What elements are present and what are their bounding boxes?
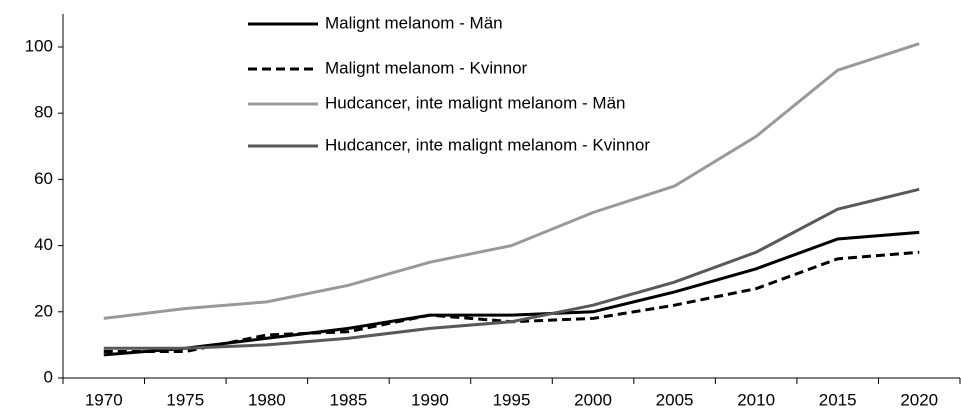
series-line (103, 187, 920, 350)
legend-label: Hudcancer, inte malignt melanom - Män (325, 93, 625, 112)
legend-label: Malignt melanom - Män (325, 13, 503, 32)
y-tick-label: 60 (34, 169, 53, 188)
x-tick-label: 1970 (85, 390, 123, 409)
series-line (103, 42, 920, 320)
y-tick-label: 40 (34, 235, 53, 254)
y-tick-label: 80 (34, 103, 53, 122)
x-tick-label: 1975 (166, 390, 204, 409)
series-line (103, 250, 920, 354)
x-tick-label: 2010 (737, 390, 775, 409)
x-tick-label: 2015 (819, 390, 857, 409)
x-tick-label: 2000 (574, 390, 612, 409)
legend-label: Hudcancer, inte malignt melanom - Kvinno… (325, 135, 650, 154)
y-tick-label: 100 (25, 36, 53, 55)
x-tick-label: 1980 (248, 390, 286, 409)
x-tick-label: 1990 (411, 390, 449, 409)
legend-label: Malignt melanom - Kvinnor (325, 58, 528, 77)
y-tick-label: 20 (34, 301, 53, 320)
series-line (103, 230, 920, 357)
x-tick-label: 1985 (329, 390, 367, 409)
y-tick-label: 0 (44, 367, 53, 386)
x-tick-label: 2020 (900, 390, 938, 409)
x-tick-label: 1995 (493, 390, 531, 409)
x-tick-label: 2005 (656, 390, 694, 409)
